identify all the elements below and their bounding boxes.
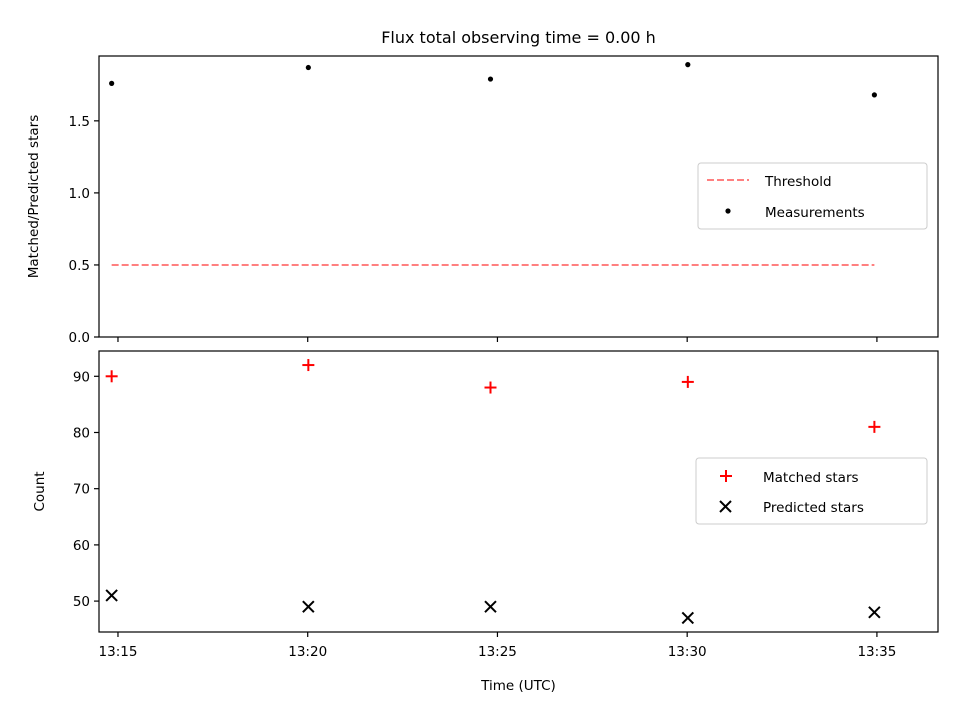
x-axis-label: Time (UTC): [480, 678, 556, 694]
predicted-stars-point: [484, 600, 497, 613]
measurements-point: [685, 62, 691, 68]
count-x-tick-label: 13:30: [668, 644, 707, 660]
predicted-stars-point-b: [105, 589, 118, 602]
count-plot-area: [105, 359, 881, 625]
ratio-y-tick-label: 1.5: [69, 114, 90, 130]
count-x-tick-label: 13:20: [288, 644, 327, 660]
count-x-ticks: 13:15 13:20 13:25 13:30 13:35: [99, 632, 896, 660]
count-x-tick-label: 13:35: [857, 644, 896, 660]
legend-threshold-label: Threshold: [764, 174, 832, 190]
ratio-y-tick-label: 0.0: [69, 330, 90, 346]
predicted-stars-point: [302, 600, 315, 613]
predicted-stars-point-b: [484, 600, 497, 613]
predicted-stars-point-b: [868, 606, 881, 619]
ratio-axes-frame: [98, 55, 939, 338]
count-y-tick-label: 60: [73, 538, 90, 554]
count-panel: 50 60 70 80 90 13:15 13:20 13:25 13:30 13:35 Cou…: [32, 350, 939, 694]
ratio-y-axis-label: Matched/Predicted stars: [26, 115, 42, 278]
predicted-stars-point-b: [302, 600, 315, 613]
count-x-tick-label: 13:25: [478, 644, 517, 660]
ratio-x-ticks: [117, 337, 878, 342]
predicted-stars-point-b: [681, 611, 695, 625]
predicted-stars-point: [681, 611, 695, 625]
ratio-y-tick-label: 0.5: [69, 258, 90, 274]
legend-measurements-label: Measurements: [765, 205, 865, 221]
ratio-legend-box: [697, 162, 928, 230]
legend-predicted-swatch-b: [719, 500, 732, 513]
measurements-point: [109, 80, 115, 86]
chart-title: Flux total observing time = 0.00 h: [381, 28, 656, 47]
count-axes-frame: [98, 350, 939, 633]
ratio-y-ticks: 0.0 0.5 1.0 1.5: [69, 114, 99, 346]
matched-stars-point: [105, 370, 118, 383]
legend-measurements-swatch: [725, 208, 731, 214]
ratio-panel: Flux total observing time = 0.00 h 0.00.…: [26, 28, 939, 346]
measurements-point: [305, 64, 311, 71]
count-y-axis-label: Count: [32, 471, 48, 511]
predicted-stars-point: [868, 606, 881, 619]
matched-stars-point: [681, 375, 694, 388]
count-x-tick-label: 13:15: [99, 644, 138, 660]
count-y-ticks: 50 60 70 80 90: [73, 369, 99, 610]
matched-stars-point: [302, 359, 315, 372]
legend-predicted-label: Predicted stars: [763, 500, 864, 516]
count-y-tick-label: 50: [73, 594, 90, 610]
count-y-tick-label: 70: [73, 482, 90, 498]
count-y-tick-label: 90: [73, 369, 90, 385]
matched-stars-point: [868, 420, 881, 433]
ratio-legend: Threshold Measurements: [697, 162, 928, 230]
count-y-tick-label: 80: [73, 425, 90, 441]
measurements-point: [871, 92, 877, 98]
legend-predicted-swatch: [719, 500, 732, 513]
predicted-stars-point: [105, 589, 118, 602]
ratio-plot-area: [109, 62, 877, 266]
measurements-point: [487, 76, 494, 82]
count-legend-box: [695, 457, 928, 525]
legend-matched-label: Matched stars: [763, 470, 859, 486]
legend-matched-swatch: [720, 470, 732, 482]
count-legend: Matched stars Predicted stars: [695, 457, 928, 525]
ratio-y-tick-label: 1.0: [69, 186, 90, 202]
matched-stars-point: [484, 381, 497, 394]
